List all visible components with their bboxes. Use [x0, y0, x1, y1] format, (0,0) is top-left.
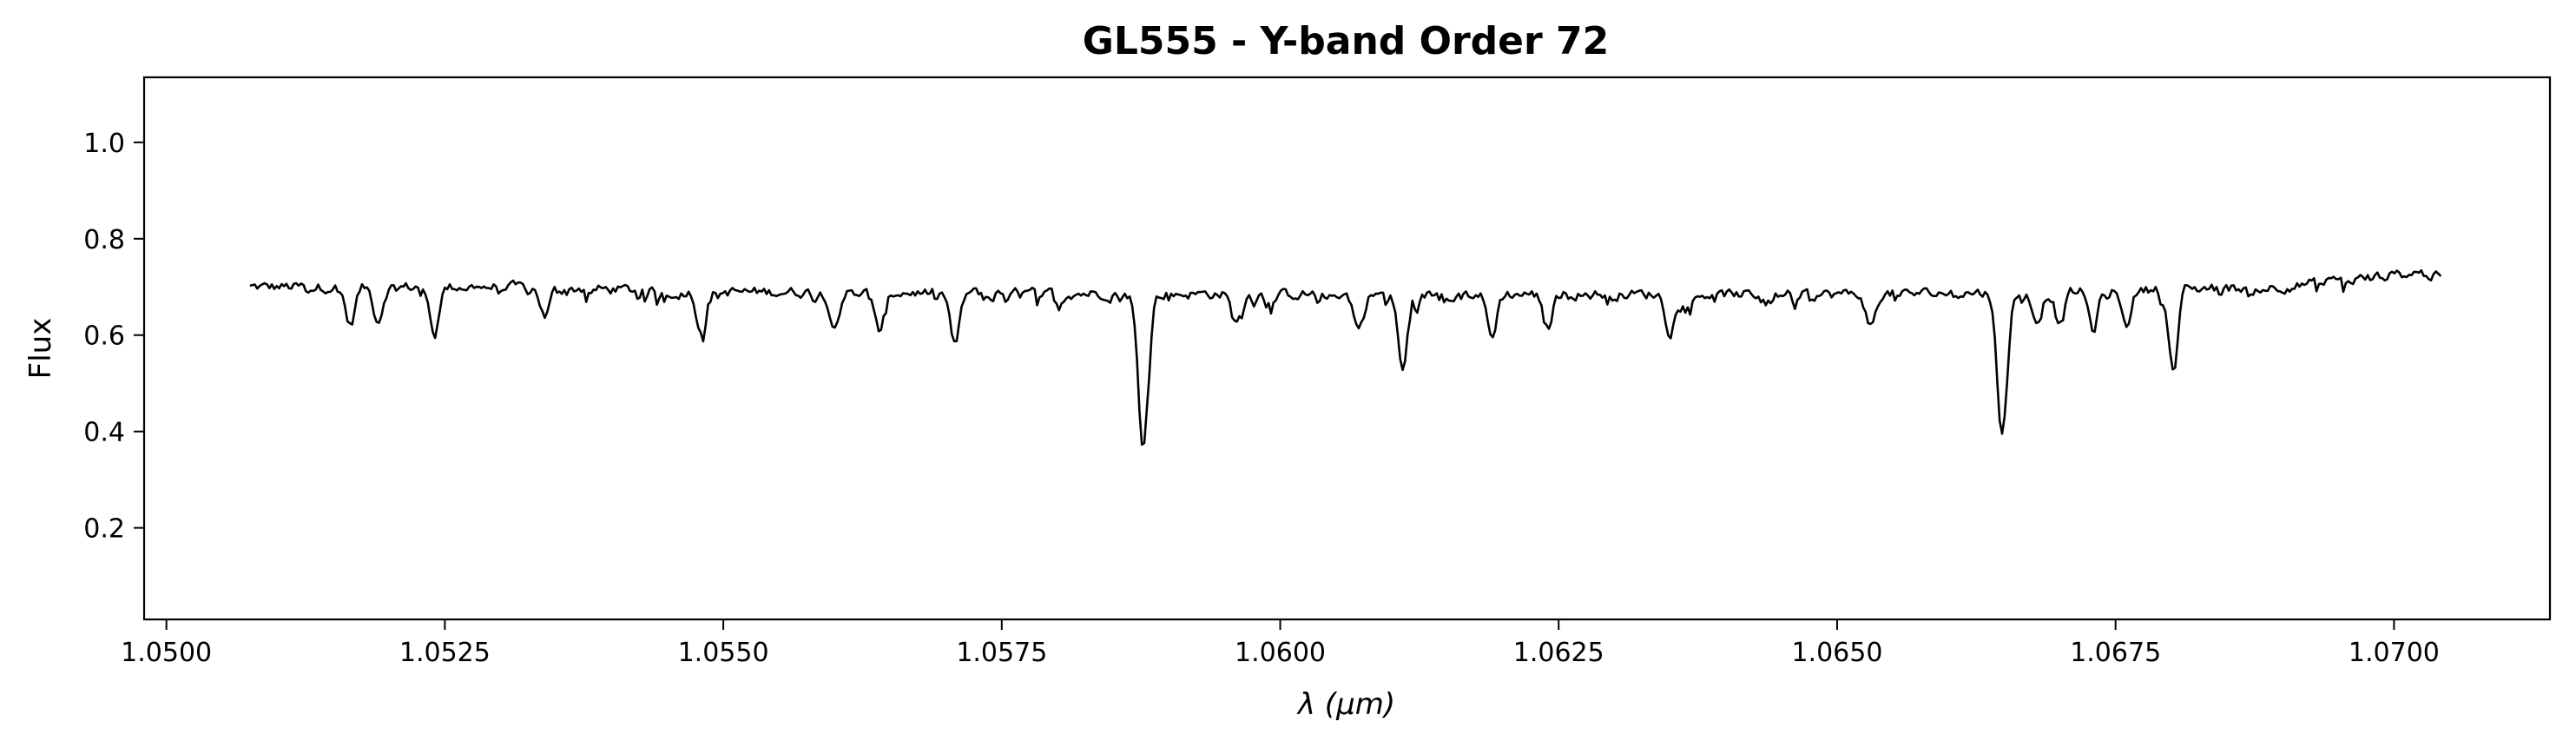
y-tick-label: 1.0 [83, 129, 125, 159]
x-axis-label-unit: μm [1335, 687, 1384, 722]
x-tick-label: 1.0500 [121, 638, 212, 668]
chart-title: GL555 - Y-band Order 72 [1083, 19, 1610, 63]
x-tick-label: 1.0525 [399, 638, 491, 668]
x-axis-label: λ (μm) [1296, 687, 1395, 722]
x-tick-label: 1.0575 [956, 638, 1047, 668]
x-axis-label-symbol: λ [1296, 687, 1315, 722]
x-axis: 1.0500 1.0525 1.0550 1.0575 1.0600 1.0625 1.06… [121, 619, 2440, 668]
y-tick-label: 0.6 [83, 321, 125, 352]
y-tick-label: 0.2 [83, 514, 125, 545]
x-tick-label: 1.0675 [2070, 638, 2161, 668]
y-tick-label: 0.8 [83, 225, 125, 255]
x-tick-label: 1.0625 [1513, 638, 1604, 668]
x-tick-label: 1.0700 [2349, 638, 2440, 668]
y-axis-label: Flux [23, 318, 58, 380]
x-tick-label: 1.0600 [1235, 638, 1326, 668]
y-axis: 0.2 0.4 0.6 0.8 1.0 [83, 129, 144, 545]
y-tick-label: 0.4 [83, 418, 125, 448]
spectrum-flux-line [249, 268, 2442, 447]
spectrum-layer [249, 268, 2442, 447]
x-tick-label: 1.0650 [1791, 638, 1882, 668]
x-tick-label: 1.0550 [678, 638, 769, 668]
plot-area-frame [142, 76, 2552, 621]
